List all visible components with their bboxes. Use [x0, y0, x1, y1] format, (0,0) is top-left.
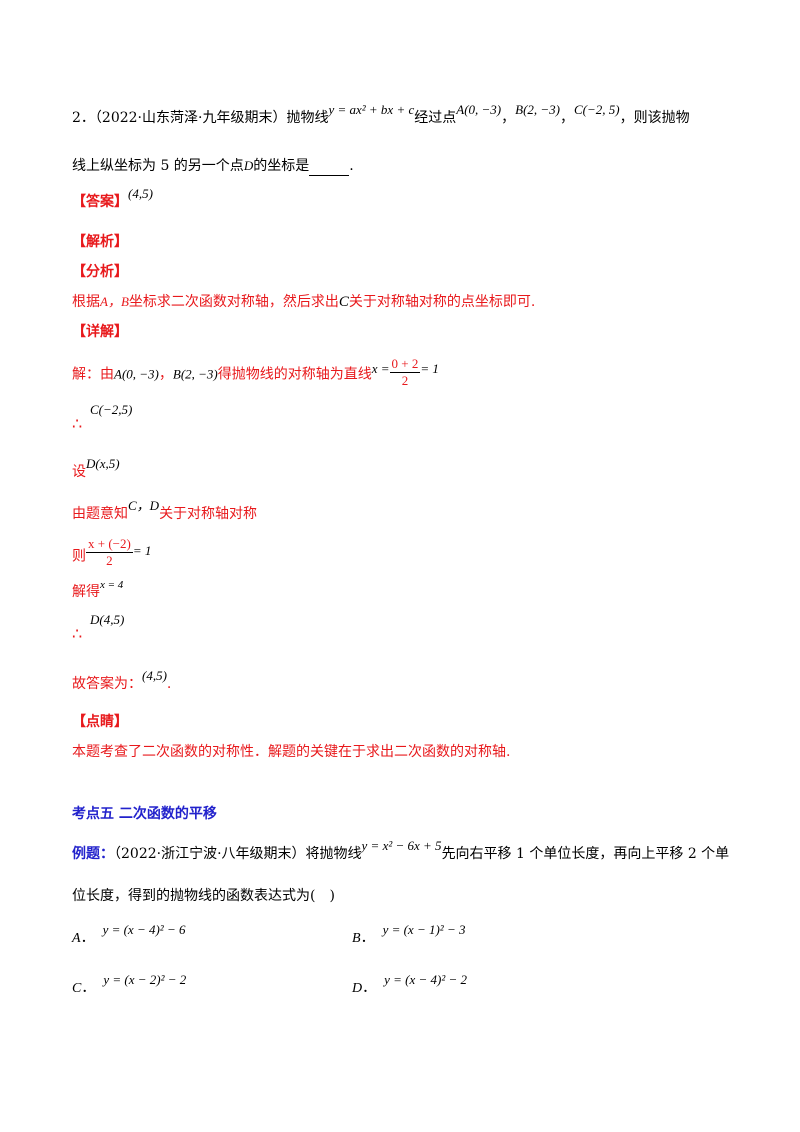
- fenxi-label: 【分析】: [72, 264, 128, 280]
- text: 解得: [72, 584, 100, 600]
- option-c[interactable]: C．y = (x − 2)² − 2: [72, 972, 187, 996]
- text: 设: [72, 464, 86, 480]
- equation-lhs: x =: [371, 360, 390, 376]
- point-b: B(2, −3): [172, 366, 218, 382]
- question-number: 2．: [72, 110, 95, 126]
- point-c: C(−2,5): [90, 402, 133, 417]
- point-d: D(x,5): [86, 456, 120, 471]
- question-text: 的坐标是: [253, 158, 310, 174]
- point-d: D(4,5): [90, 612, 125, 627]
- option-letter: A: [72, 931, 81, 946]
- option-expression: y = (x − 2)² − 2: [103, 972, 187, 987]
- question-text: 经过点: [414, 110, 457, 126]
- option-letter: B: [352, 931, 361, 946]
- option-expression: y = (x − 4)² − 2: [384, 972, 468, 987]
- solution-step-6: 解得x = 4: [72, 579, 124, 603]
- option-a[interactable]: A．y = (x − 4)² − 6: [72, 922, 186, 946]
- example-source: （2022·浙江宁波·八年级期末）将抛物线: [114, 846, 362, 862]
- example-line-2: 位长度，得到的抛物线的函数表达式为( ): [72, 888, 335, 904]
- point-b: B(2, −3): [515, 102, 560, 117]
- fenxi-text: 根据A，B坐标求二次函数对称轴，然后求出C关于对称轴对称的点坐标即可.: [72, 292, 535, 312]
- fraction: x + (−2) 2: [86, 536, 133, 569]
- point-d: D: [243, 158, 254, 173]
- text: 则: [72, 548, 86, 565]
- answer-label: 【答案】: [72, 194, 128, 210]
- solution-step-4: 由题意知C，D关于对称轴对称: [72, 498, 258, 524]
- answer-row: 【答案】(4,5): [72, 186, 153, 212]
- xiangjie-label: 【详解】: [72, 324, 128, 340]
- equation-rhs: = 1: [132, 542, 152, 558]
- question-text: 线上纵坐标为 5 的另一个点: [72, 158, 244, 174]
- points-cd: C，D: [128, 498, 160, 513]
- denominator: 2: [401, 373, 409, 388]
- option-b[interactable]: B．y = (x − 1)² − 3: [352, 922, 466, 946]
- therefore-symbol-2: ∴: [72, 624, 83, 643]
- text: 根据: [72, 294, 100, 310]
- example-line-1: 例题：（2022·浙江宁波·八年级期末）将抛物线y = x² − 6x + 5先…: [72, 838, 730, 864]
- text: 关于对称轴对称: [159, 506, 258, 522]
- text: 故答案为：: [72, 676, 142, 692]
- question-2-line-1: 2．（2022·山东菏泽·九年级期末）抛物线y = ax² + bx + c经过…: [72, 102, 690, 128]
- dianjing-label: 【点睛】: [72, 714, 128, 730]
- denominator: 2: [106, 553, 113, 568]
- answer-value: (4,5): [128, 186, 153, 201]
- equation: x = 4: [100, 579, 124, 591]
- separator: ，: [501, 110, 516, 126]
- equation-rhs: = 1: [420, 360, 439, 376]
- point-c: C: [338, 294, 349, 310]
- section-title: 考点五 二次函数的平移: [72, 806, 217, 822]
- text: 先向右平移 1 个单位长度，再向上平移 2 个单: [441, 846, 730, 862]
- example-label: 例题：: [72, 846, 114, 862]
- option-expression: y = (x − 4)² − 6: [102, 922, 186, 937]
- question-text: ，则该抛物: [619, 110, 690, 126]
- numerator: x + (−2): [86, 536, 133, 553]
- question-source: （2022·山东菏泽·九年级期末）: [94, 110, 287, 126]
- option-d[interactable]: D．y = (x − 4)² − 2: [352, 972, 468, 996]
- text: 关于对称轴对称的点坐标即可.: [348, 294, 536, 310]
- dianjing-text: 本题考查了二次函数的对称性．解题的关键在于求出二次函数的对称轴.: [72, 744, 511, 760]
- point-a: A(0, −3): [114, 366, 159, 382]
- separator: ，: [158, 366, 173, 383]
- option-letter: D: [352, 981, 363, 996]
- text: 得抛物线的对称轴为直线: [217, 366, 372, 383]
- text: 由题意知: [72, 506, 128, 522]
- solution-step-3: 设D(x,5): [72, 456, 120, 482]
- option-letter: C: [72, 981, 82, 996]
- parabola-equation: y = ax² + bx + c: [328, 102, 415, 117]
- points-ab: A，B: [100, 294, 129, 309]
- period: .: [349, 158, 354, 174]
- answer-value: (4,5): [142, 668, 167, 683]
- separator: ，: [560, 110, 574, 126]
- parabola-equation: y = x² − 6x + 5: [361, 838, 442, 853]
- point-c-value: C(−2,5): [90, 400, 132, 420]
- point-c: C(−2, 5): [574, 102, 620, 117]
- numerator: 0 + 2: [389, 356, 421, 373]
- question-2-line-2: 线上纵坐标为 5 的另一个点D的坐标是.: [72, 156, 354, 176]
- text: 解：由: [72, 366, 114, 383]
- point-a: A(0, −3): [456, 102, 502, 117]
- text: 坐标求二次函数对称轴，然后求出: [128, 294, 339, 310]
- answer-blank: [309, 161, 350, 176]
- analysis-label: 【解析】: [72, 234, 128, 250]
- question-text: 抛物线: [286, 110, 329, 126]
- period: .: [166, 676, 172, 692]
- therefore-symbol: ∴: [72, 414, 83, 433]
- option-expression: y = (x − 1)² − 3: [382, 922, 466, 937]
- point-d-value: D(4,5): [90, 610, 124, 630]
- final-answer: 故答案为：(4,5).: [72, 668, 172, 694]
